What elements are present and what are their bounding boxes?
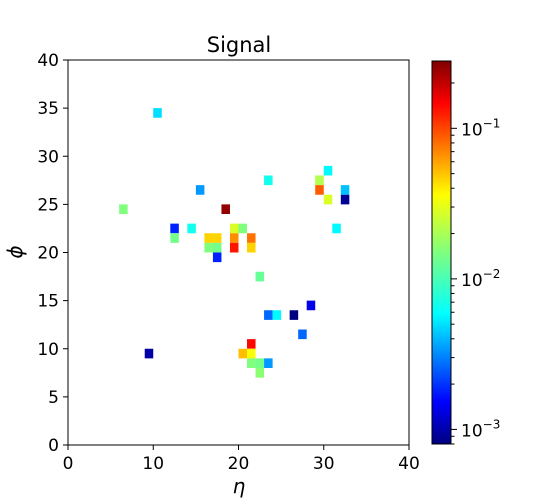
heatmap-cell — [212, 252, 222, 263]
heatmap-cell — [238, 348, 248, 359]
heatmap-cell — [323, 194, 333, 205]
heatmap-cell — [340, 194, 350, 205]
heatmap-cell — [187, 223, 196, 234]
y-tick-label: 40 — [37, 51, 59, 71]
x-axis-label: η — [233, 474, 246, 498]
y-tick-label: 0 — [48, 436, 59, 456]
colorbar-ticks: 10−3 10−2 10−1 — [451, 82, 500, 445]
heatmap-cell — [264, 310, 273, 320]
y-tick-label: 20 — [37, 244, 59, 264]
heatmap-cell — [229, 223, 239, 234]
heatmap-cell — [247, 358, 256, 368]
heatmap-cell — [323, 165, 333, 176]
heatmap-cell — [255, 368, 265, 378]
heatmap-cell — [212, 242, 222, 253]
heatmap-cell — [170, 223, 179, 234]
colorbar-tick-label: 10−2 — [461, 267, 500, 291]
heatmap-cell — [247, 348, 256, 359]
heatmap-cell — [264, 358, 273, 368]
heatmap-cells — [119, 108, 350, 378]
heatmap-cell — [340, 185, 350, 195]
x-tick-label: 10 — [142, 454, 164, 474]
heatmap-cell — [195, 185, 205, 195]
heatmap-cell — [212, 233, 222, 243]
heatmap-cell — [298, 329, 307, 340]
colorbar — [431, 60, 452, 445]
heatmap-cell — [229, 233, 239, 243]
x-axis: 0 10 20 30 40 — [63, 445, 420, 474]
heatmap-cell — [332, 223, 341, 234]
heatmap-cell — [153, 108, 162, 118]
x-tick-label: 20 — [228, 454, 250, 474]
y-tick-label: 35 — [37, 99, 59, 119]
heatmap-cell — [229, 242, 239, 253]
y-tick-label: 5 — [48, 388, 59, 408]
heatmap-cell — [119, 204, 128, 214]
heatmap-cell — [204, 233, 213, 243]
heatmap-cell — [315, 185, 324, 195]
y-tick-label: 10 — [37, 340, 59, 360]
x-tick-label: 30 — [313, 454, 335, 474]
y-axis: 0 5 10 15 20 25 30 35 40 — [37, 51, 68, 456]
y-tick-label: 25 — [37, 195, 59, 215]
colorbar-tick-label: 10−1 — [461, 116, 500, 140]
heatmap-cell — [255, 358, 265, 368]
heatmap-cell — [170, 233, 179, 243]
heatmap-cell — [144, 348, 154, 359]
heatmap-cell — [255, 271, 265, 282]
heatmap-cell — [315, 175, 324, 186]
y-tick-label: 30 — [37, 147, 59, 167]
heatmap-cell — [272, 310, 282, 320]
colorbar-tick-label: 10−3 — [461, 417, 500, 441]
heatmap-cell — [306, 300, 316, 311]
heatmap-cell — [289, 310, 299, 320]
x-tick-label: 40 — [398, 454, 420, 474]
heatmap-cell — [221, 204, 230, 214]
x-tick-label: 0 — [63, 454, 74, 474]
heatmap-cell — [247, 233, 256, 243]
heatmap-cell — [204, 242, 213, 253]
y-axis-label: ϕ — [3, 245, 27, 258]
heatmap-cell — [264, 175, 273, 186]
heatmap-cell — [247, 339, 256, 349]
chart-title: Signal — [207, 33, 272, 57]
heatmap-cell — [238, 223, 248, 234]
y-tick-label: 15 — [37, 292, 59, 312]
heatmap-cell — [247, 242, 256, 253]
